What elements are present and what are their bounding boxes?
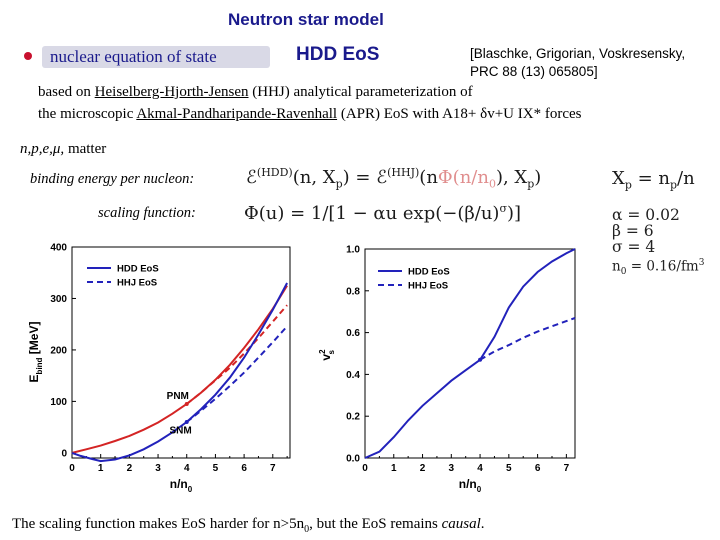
x-tick-label: 0 bbox=[362, 463, 368, 474]
binding-energy-label: binding energy per nucleon: bbox=[30, 171, 195, 187]
param-n0: n0 = 0.16/fm3 bbox=[612, 258, 705, 278]
binding-energy-formula: ℰ(HDD)(n, Xp) = ℰ(HHJ)(nΦ(n/n0), Xp) bbox=[246, 166, 542, 191]
legend-entry-hdd: HDD EoS bbox=[117, 264, 159, 275]
x-tick-label: 2 bbox=[420, 463, 426, 474]
model-name: HDD EoS bbox=[296, 44, 380, 65]
proton-fraction-formula: Xp = np/n bbox=[612, 168, 695, 192]
series-line bbox=[364, 248, 576, 459]
series-line bbox=[71, 282, 288, 463]
plot-frame bbox=[71, 246, 291, 459]
page-title: Neutron star model bbox=[228, 10, 384, 29]
y-tick-label: 0.6 bbox=[346, 328, 360, 339]
description-line-2: the microscopic Akmal-Pandharipande-Rave… bbox=[38, 106, 582, 122]
x-tick-label: 4 bbox=[477, 463, 483, 474]
topic-label: nuclear equation of state bbox=[50, 47, 217, 66]
param-sigma: σ = 4 bbox=[612, 238, 656, 256]
series-line bbox=[479, 317, 576, 361]
x-tick-label: 1 bbox=[391, 463, 397, 474]
sound-speed-chart: 0 1 2 3 4 5 6 7 0.0 0.2 0.4 0.6 0.8 1.0 HDD EoS HHJ EoS… bbox=[318, 245, 576, 494]
description-line-1: based on Heiselberg-Hjorth-Jensen (HHJ) … bbox=[38, 84, 473, 100]
parameter-list: α = 0.02 β = 6 σ = 4 n0 = 0.16/fm3 bbox=[612, 207, 704, 280]
legend-entry-hhj: HHJ EoS bbox=[408, 281, 448, 292]
branch-point-pnm bbox=[184, 401, 189, 406]
reference-line-2: PRC 88 (13) 065805] bbox=[470, 64, 598, 79]
series-line bbox=[186, 325, 288, 423]
series-line bbox=[186, 304, 288, 405]
x-axis-label: n/n0 bbox=[170, 477, 193, 494]
branch-point-hdd bbox=[478, 357, 483, 362]
y-tick-label: 0.0 bbox=[346, 454, 360, 465]
x-tick-label: 4 bbox=[184, 463, 190, 474]
apr-link[interactable]: Akmal-Pandharipande-Ravenhall bbox=[136, 106, 338, 122]
x-tick-label: 3 bbox=[155, 463, 161, 474]
legend-entry-hhj: HHJ EoS bbox=[117, 278, 157, 289]
param-beta: β = 6 bbox=[612, 222, 654, 240]
x-tick-label: 1 bbox=[98, 463, 104, 474]
x-tick-label: 5 bbox=[213, 463, 219, 474]
y-tick-label: 1.0 bbox=[346, 245, 360, 256]
y-tick-label: 0.4 bbox=[346, 370, 360, 381]
scaling-highlight: Φ(n/n0 bbox=[437, 167, 496, 191]
x-tick-label: 2 bbox=[127, 463, 133, 474]
y-tick-label: 200 bbox=[50, 345, 67, 356]
y-tick-label: 100 bbox=[50, 397, 67, 408]
x-tick-label: 6 bbox=[241, 463, 247, 474]
y-axis-label: Ebind [MeV] bbox=[27, 322, 44, 383]
bullet-icon bbox=[24, 52, 32, 60]
y-tick-label: 400 bbox=[50, 243, 67, 254]
x-axis-label: n/n0 bbox=[459, 477, 482, 494]
plot-frame bbox=[364, 248, 576, 459]
y-tick-label: 300 bbox=[50, 294, 67, 305]
y-tick-label: 0.2 bbox=[346, 412, 360, 423]
x-tick-label: 3 bbox=[449, 463, 455, 474]
annotation-pnm: PNM bbox=[167, 391, 189, 402]
x-tick-label: 0 bbox=[69, 463, 75, 474]
x-tick-label: 6 bbox=[535, 463, 541, 474]
scaling-function-label: scaling function: bbox=[98, 205, 196, 221]
reference-line-1: [Blaschke, Grigorian, Voskresensky, bbox=[470, 46, 686, 61]
annotation-snm: SNM bbox=[170, 425, 192, 436]
x-tick-label: 7 bbox=[564, 463, 570, 474]
y-tick-label: 0 bbox=[61, 448, 67, 459]
y-tick-label: 0.8 bbox=[346, 286, 360, 297]
footer-note: The scaling function makes EoS harder fo… bbox=[12, 516, 485, 535]
x-tick-label: 5 bbox=[506, 463, 512, 474]
matter-composition: n,p,e,μ, matter bbox=[20, 141, 107, 157]
binding-energy-chart: 0 1 2 3 4 5 6 7 0 100 200 300 400 HDD EoS HHJ EoS n/n0 P… bbox=[27, 243, 291, 494]
y-axis-label: v2s bbox=[318, 349, 336, 361]
param-alpha: α = 0.02 bbox=[612, 206, 680, 224]
legend-entry-hdd: HDD EoS bbox=[408, 267, 450, 278]
topic-highlight bbox=[42, 46, 270, 68]
branch-point-snm bbox=[184, 419, 189, 424]
scaling-function-formula: Φ(u) = 1/[1 − αu exp(−(β/u)σ)] bbox=[244, 202, 522, 224]
series-line bbox=[71, 285, 288, 454]
x-tick-label: 7 bbox=[270, 463, 276, 474]
hhj-link[interactable]: Heiselberg-Hjorth-Jensen bbox=[94, 84, 249, 100]
